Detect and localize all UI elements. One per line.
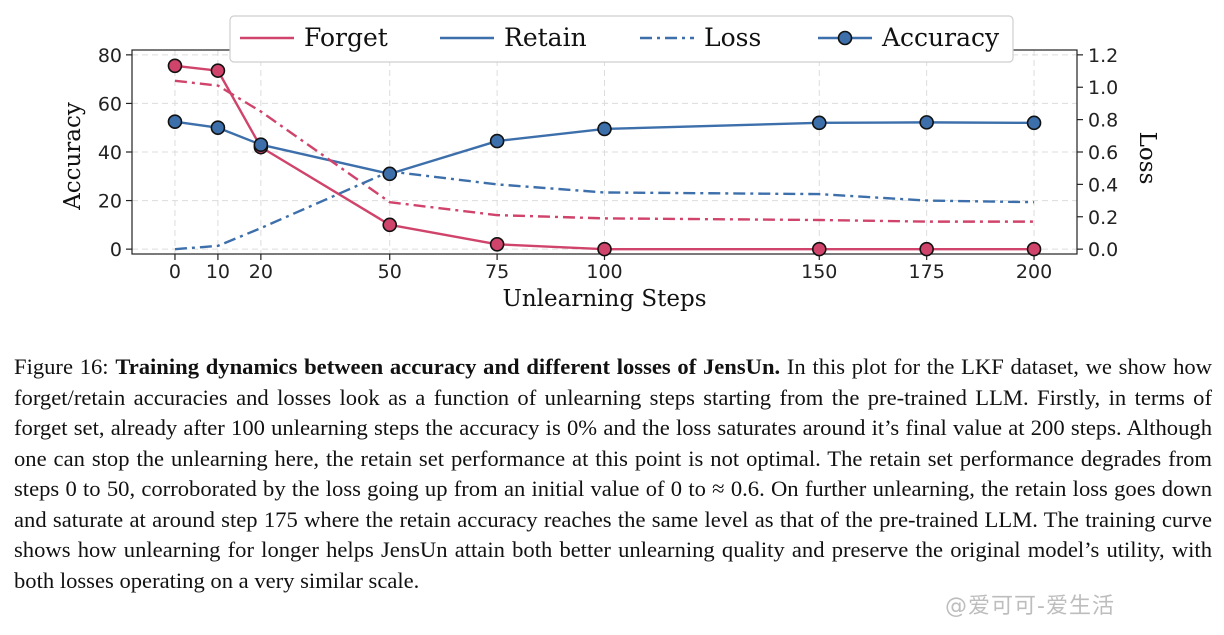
forget-accuracy-point bbox=[382, 217, 398, 233]
legend-label-retain: Retain bbox=[504, 23, 587, 52]
watermark: @爱可可-爱生活 bbox=[945, 594, 1115, 619]
x-tick-label: 100 bbox=[586, 261, 622, 283]
legend-label-loss: Loss bbox=[704, 23, 761, 52]
retain-accuracy-point bbox=[811, 115, 827, 131]
legend-label-forget: Forget bbox=[304, 23, 388, 52]
y-right-tick-label: 0.4 bbox=[1088, 174, 1118, 196]
y-left-tick-label: 20 bbox=[98, 191, 122, 213]
legend-label-accuracy: Accuracy bbox=[881, 23, 1000, 52]
x-tick-label: 150 bbox=[801, 261, 837, 283]
forget-accuracy-point bbox=[597, 241, 612, 257]
chart: 0 10 20 50 75 100 150 175 200 0 20 40 60 80 0.0 0.2 0.4 0… bbox=[60, 15, 1160, 312]
x-tick-label: 175 bbox=[909, 261, 945, 283]
x-tick-label: 75 bbox=[485, 261, 509, 283]
x-tick-label: 20 bbox=[249, 261, 273, 283]
y-left-tick-label: 60 bbox=[98, 93, 122, 115]
forget-accuracy-point bbox=[167, 58, 183, 74]
forget-accuracy-point bbox=[210, 63, 226, 78]
forget-accuracy-point bbox=[1026, 241, 1042, 257]
retain-accuracy-point bbox=[919, 115, 934, 130]
series-markers bbox=[167, 58, 1042, 257]
caption-title: Training dynamics between accuracy and d… bbox=[115, 354, 781, 379]
x-axis-title: Unlearning Steps bbox=[502, 286, 706, 312]
forget-accuracy-point bbox=[489, 236, 505, 252]
x-tick-label: 0 bbox=[169, 261, 181, 283]
x-tick-label: 50 bbox=[378, 261, 402, 283]
y-left-tick-label: 40 bbox=[98, 142, 122, 164]
forget-accuracy-point bbox=[811, 241, 827, 257]
retain-accuracy-point bbox=[597, 121, 612, 137]
y-right-tick-label: 1.0 bbox=[1088, 77, 1118, 99]
x-tick-label: 10 bbox=[206, 261, 230, 283]
retain-accuracy-point bbox=[1026, 115, 1042, 131]
legend-box bbox=[229, 15, 1014, 63]
x-tick-label: 200 bbox=[1016, 261, 1052, 283]
retain-accuracy-point bbox=[210, 120, 226, 136]
caption-label: Figure 16: bbox=[14, 354, 116, 379]
y-right-tick-label: 0.8 bbox=[1088, 110, 1118, 132]
y-left-tick-label: 80 bbox=[98, 45, 122, 67]
caption-body: In this plot for the LKF dataset, we sho… bbox=[14, 354, 1212, 593]
forget-loss-line bbox=[174, 79, 1035, 223]
y-right-tick-label: 1.2 bbox=[1088, 45, 1118, 67]
y-right-tick-label: 0.2 bbox=[1088, 207, 1118, 229]
y-right-axis-title: Loss bbox=[1134, 132, 1160, 185]
retain-accuracy-point bbox=[489, 133, 505, 149]
figure-caption: Figure 16: Training dynamics between acc… bbox=[14, 352, 1212, 596]
y-left-tick-label: 0 bbox=[110, 239, 122, 261]
axis-labels: 0 10 20 50 75 100 150 175 200 0 20 40 60 80 0.0 0.2 0.4 0… bbox=[60, 45, 1160, 312]
retain-accuracy-point bbox=[382, 166, 398, 182]
y-right-tick-label: 0.0 bbox=[1088, 239, 1118, 261]
legend-marker-accuracy bbox=[837, 30, 853, 46]
retain-loss-line bbox=[174, 170, 1035, 251]
forget-accuracy-point bbox=[919, 241, 934, 257]
retain-accuracy-point bbox=[167, 114, 183, 129]
retain-accuracy-point bbox=[253, 137, 269, 153]
legend: Forget Retain Loss Accuracy bbox=[229, 15, 1014, 63]
y-right-tick-label: 0.6 bbox=[1088, 142, 1118, 164]
y-left-axis-title: Accuracy bbox=[60, 102, 86, 211]
